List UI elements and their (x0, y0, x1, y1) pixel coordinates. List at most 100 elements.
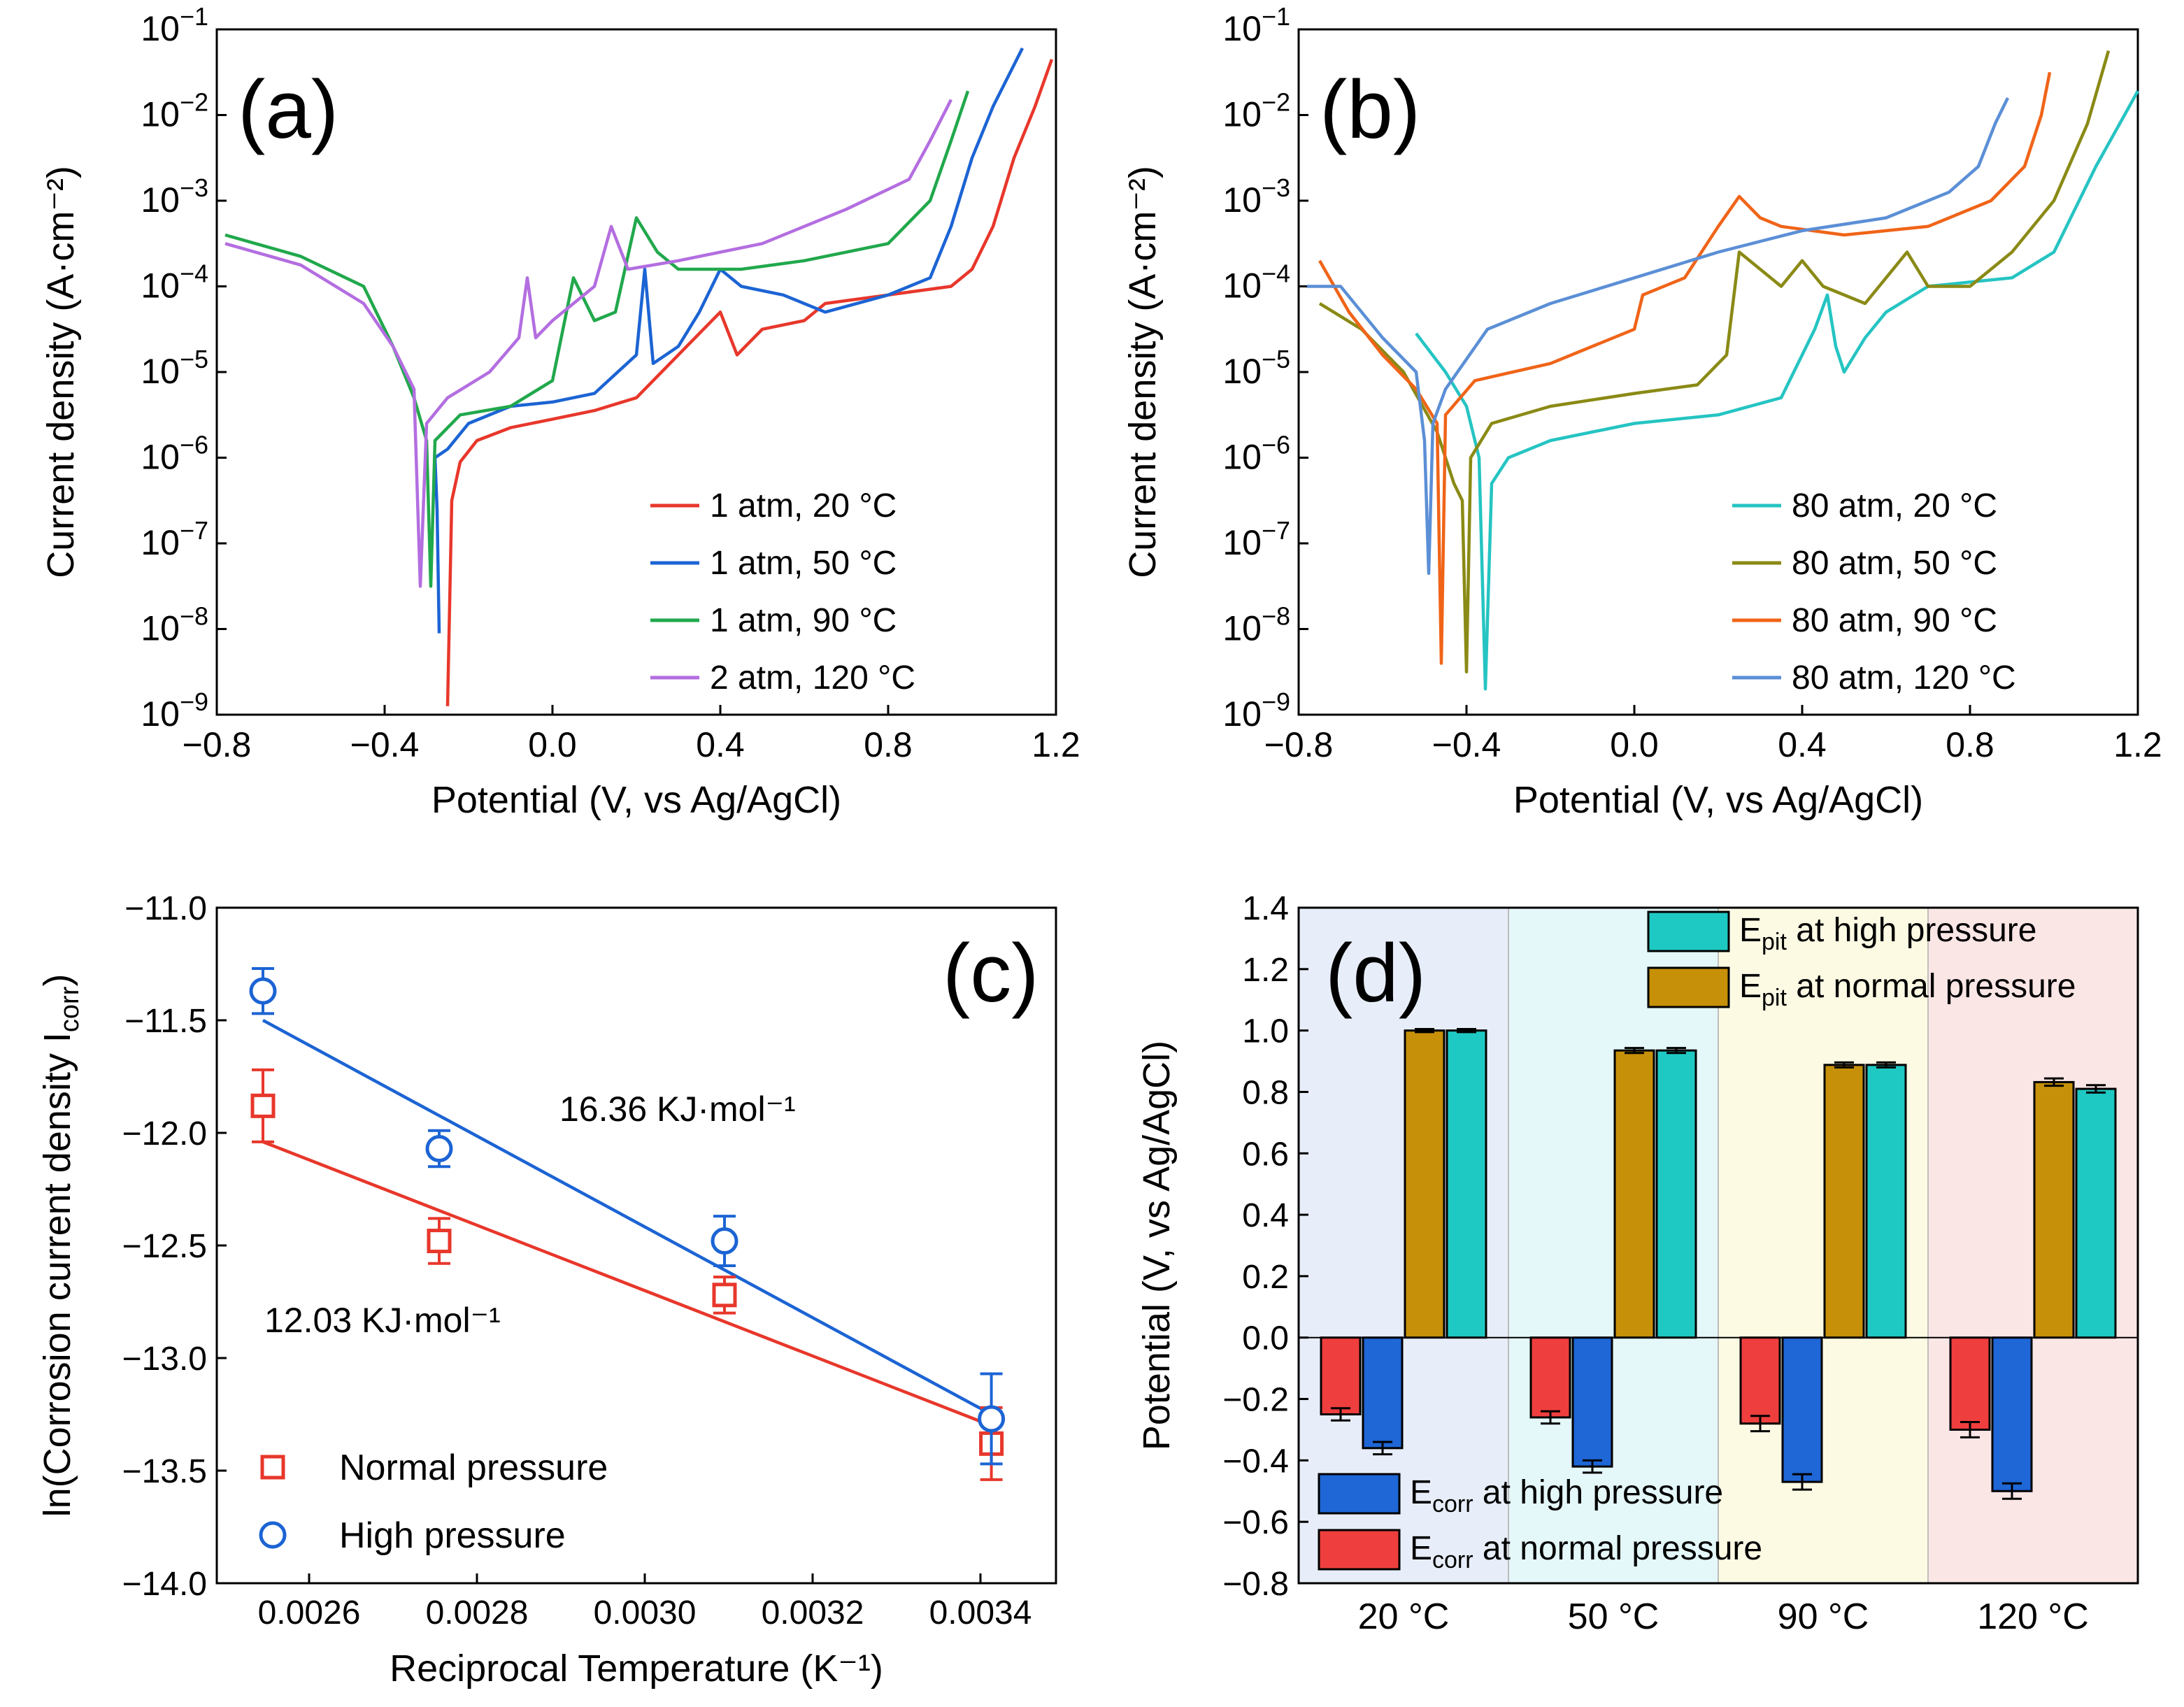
y-tick-label: −13.0 (122, 1341, 207, 1378)
y-tick-label: 1.2 (1242, 952, 1289, 989)
y-tick-label: 10−1 (1222, 2, 1290, 48)
y-tick-label: 10−4 (1222, 259, 1290, 306)
legend-label: High pressure (339, 1515, 566, 1556)
x-category-label: 20 °C (1358, 1597, 1450, 1637)
x-tick-label: 0.8 (1946, 725, 1994, 764)
y-tick-label: 0.4 (1242, 1197, 1289, 1234)
legend-swatch (1647, 910, 1730, 952)
plot-frame (215, 28, 1057, 716)
bar (2075, 1087, 2117, 1339)
bar (1529, 1336, 1571, 1419)
legend-label: 80 atm, 90 °C (1792, 602, 1997, 639)
y-tick-label: 10−8 (141, 602, 208, 648)
panel-b: 10−9 10−8 10−7 10−6 10−5 10−4 10−3 10−2 10−1 −0.8… (1122, 2, 2162, 821)
y-tick-label: −0.4 (1222, 1443, 1289, 1480)
y-tick-label: 10−7 (141, 516, 208, 562)
y-tick-label: −12.0 (122, 1115, 207, 1152)
x-tick-label: 0.0 (528, 725, 577, 764)
x-tick-label: −0.8 (1264, 725, 1334, 764)
y-tick-label: −12.5 (122, 1228, 207, 1265)
y-tick-label: 10−5 (1222, 345, 1290, 391)
bar (1362, 1336, 1404, 1450)
legend-marker (259, 1521, 287, 1549)
y-axis-label: Potential (V, vs Ag/AgCl) (1136, 1041, 1178, 1450)
bar (1613, 1049, 1655, 1339)
bar (1404, 1029, 1446, 1339)
x-tick-label: −0.4 (1432, 725, 1501, 764)
plot-frame (1297, 906, 2139, 1585)
legend-label: 1 atm, 50 °C (710, 545, 897, 582)
legend-label: Epit at normal pressure (1739, 968, 2076, 1011)
plot-frame (1297, 28, 2139, 716)
y-tick-label: 10−6 (1222, 431, 1290, 477)
y-tick-label: −0.8 (1222, 1566, 1289, 1603)
panel-label: (c) (943, 927, 1039, 1020)
y-axis-label: Current density (A·cm⁻²) (40, 166, 82, 578)
series-line (433, 47, 1025, 634)
data-point (425, 1135, 453, 1163)
y-tick-label: 0.2 (1242, 1259, 1289, 1296)
y-tick-label: 10−4 (141, 259, 208, 306)
series-line (224, 99, 953, 588)
legend-label: 1 atm, 20 °C (710, 487, 897, 524)
legend-label: Ecorr at normal pressure (1410, 1530, 1762, 1573)
bar (1655, 1049, 1697, 1339)
y-tick-label: 10−9 (141, 687, 208, 734)
fit-line (262, 1140, 992, 1427)
legend-label: 80 atm, 120 °C (1792, 659, 2016, 697)
x-tick-label: 0.0026 (258, 1594, 361, 1631)
y-tick-label: 10−3 (1222, 173, 1290, 220)
data-point (978, 1405, 1006, 1433)
bar (1739, 1336, 1781, 1425)
legend-marker (260, 1455, 285, 1480)
x-tick-label: 0.0032 (762, 1594, 864, 1631)
legend-label: Ecorr at high pressure (1410, 1474, 1723, 1517)
series-line (1318, 50, 2111, 674)
data-point (249, 977, 277, 1005)
y-axis-label: Current density (A·cm⁻²) (1122, 166, 1164, 578)
panel-label: (a) (238, 64, 338, 156)
bar (1991, 1336, 2033, 1492)
y-tick-label: 1.0 (1242, 1013, 1289, 1050)
y-tick-label: 1.4 (1242, 890, 1289, 927)
legend-label: 80 atm, 50 °C (1792, 545, 1997, 582)
y-tick-label: 10−6 (141, 431, 208, 477)
y-tick-label: 10−5 (141, 345, 208, 391)
x-axis-label: Reciprocal Temperature (K⁻¹) (390, 1648, 883, 1690)
y-tick-label: 10−8 (1222, 602, 1290, 648)
legend-label: 2 atm, 120 °C (710, 659, 915, 697)
x-tick-label: 1.2 (2113, 725, 2162, 764)
y-tick-label: −13.5 (122, 1453, 207, 1490)
y-tick-label: 10−3 (141, 173, 208, 220)
y-tick-label: −11.5 (124, 1003, 207, 1040)
y-tick-label: 10−1 (141, 2, 208, 48)
x-tick-label: 0.4 (1778, 725, 1827, 764)
x-tick-label: 0.0034 (929, 1594, 1032, 1631)
bar (1571, 1336, 1613, 1468)
y-tick-label: 0.8 (1242, 1074, 1289, 1111)
y-tick-label: −0.2 (1222, 1382, 1289, 1419)
y-tick-label: −11.0 (124, 890, 207, 927)
panel-label: (b) (1320, 64, 1420, 156)
series-line (1307, 97, 2010, 576)
x-category-label: 50 °C (1568, 1597, 1660, 1637)
x-tick-label: 0.0028 (426, 1594, 529, 1631)
bar (1823, 1064, 1865, 1339)
x-tick-label: 1.2 (1032, 725, 1080, 764)
legend-label: 1 atm, 90 °C (710, 602, 897, 639)
legend-label: Normal pressure (339, 1448, 608, 1488)
legend-swatch (1318, 1529, 1401, 1571)
x-category-label: 90 °C (1778, 1597, 1869, 1637)
panel-c: −14.0 −13.5 −13.0 −12.5 −12.0 −11.5 −11.0 0.002… (36, 890, 1057, 1690)
series-line (1415, 90, 2139, 691)
x-axis-label: Potential (V, vs Ag/AgCl) (1513, 779, 1923, 821)
bar (2033, 1080, 2075, 1339)
bar (1320, 1336, 1362, 1416)
y-tick-label: 0.0 (1242, 1320, 1289, 1357)
y-tick-label: 10−2 (1222, 88, 1290, 134)
series-line (445, 59, 1054, 706)
data-point (712, 1283, 737, 1308)
x-tick-label: 0.4 (696, 725, 745, 764)
y-axis-label: ln(Corrosion current density Icorr) (36, 974, 85, 1517)
